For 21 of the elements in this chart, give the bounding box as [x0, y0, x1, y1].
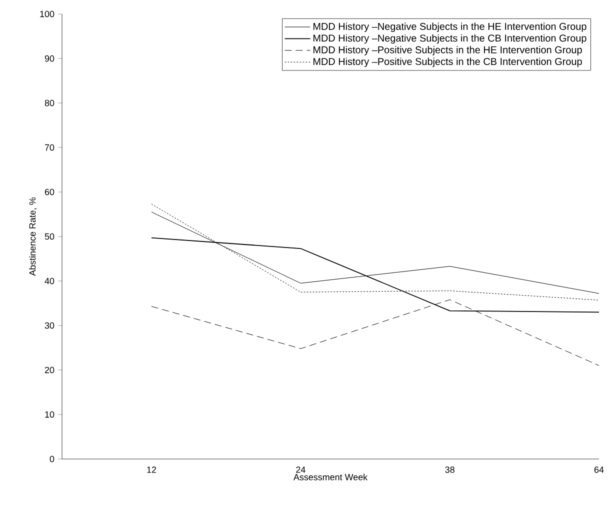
y-tick-label: 90 [44, 55, 54, 62]
y-tick-label: 30 [44, 322, 54, 329]
y-tick-label: 60 [44, 188, 54, 196]
legend-label: MDD History –Negative Subjects in the CB Intervention Group [313, 34, 586, 44]
legend-label: MDD History –Positive Subjects in the CB Intervention Group [313, 58, 582, 68]
y-tick-label: 70 [44, 144, 54, 151]
y-tick-label: 50 [44, 233, 54, 240]
y-tick-label: 40 [44, 278, 54, 284]
legend-label: MDD History –Positive Subjects in the HE Intervention Group [313, 46, 582, 56]
y-tick-label: 80 [44, 100, 54, 106]
x-axis-title: Assessment Week [293, 474, 368, 480]
y-tick-label: 20 [44, 366, 54, 374]
y-tick-label: 10 [45, 411, 54, 418]
x-tick-label: 38 [445, 466, 454, 473]
y-tick-label: 100 [40, 10, 54, 18]
legend-label: MDD History –Negative Subjects in the HE Intervention Group [313, 22, 586, 32]
x-tick-label: 12 [147, 466, 156, 473]
y-axis-title: Abstinence Rate, % [29, 197, 37, 276]
x-tick-label: 24 [296, 466, 306, 473]
y-tick-label: 0 [50, 456, 54, 462]
x-tick-label: 64 [594, 466, 604, 473]
